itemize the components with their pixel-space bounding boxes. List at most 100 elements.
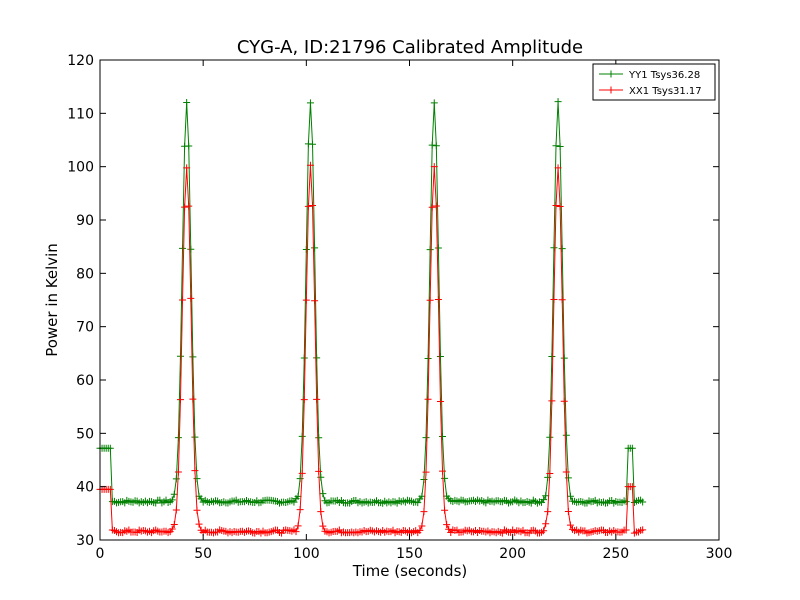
data-point xyxy=(556,203,564,211)
data-point xyxy=(441,474,449,482)
data-point xyxy=(176,396,184,404)
data-point xyxy=(302,245,310,253)
y-tick-label: 50 xyxy=(76,426,94,442)
x-tick-label: 100 xyxy=(293,546,320,562)
legend-box xyxy=(592,63,716,101)
data-point xyxy=(562,468,570,476)
legend: YY1 Tsys36.28 XX1 Tsys31.17 xyxy=(592,63,716,101)
data-point xyxy=(426,296,434,304)
x-tick-label: 0 xyxy=(96,546,105,562)
data-point xyxy=(439,467,447,475)
x-tick-label: 200 xyxy=(499,546,526,562)
data-point xyxy=(315,434,323,442)
data-point xyxy=(172,475,180,483)
y-tick-label: 120 xyxy=(67,53,94,69)
legend-marker-1 xyxy=(607,86,615,94)
x-axis-label: Time (seconds) xyxy=(352,562,468,580)
data-point xyxy=(174,434,182,442)
y-tick-label: 90 xyxy=(76,213,94,229)
data-point xyxy=(176,352,184,360)
data-point xyxy=(179,296,187,304)
data-point xyxy=(548,352,556,360)
data-point xyxy=(622,498,630,506)
data-point xyxy=(546,433,554,441)
data-point xyxy=(302,296,310,304)
data-point xyxy=(428,141,436,149)
data-point xyxy=(414,499,422,507)
data-point xyxy=(187,245,195,253)
data-point xyxy=(441,506,449,514)
tick-labels: 0 50 100 150 200 250 300 30 40 50 60 70 80 90 100 110 12… xyxy=(67,53,732,562)
data-point xyxy=(311,297,319,305)
data-point xyxy=(546,470,554,478)
data-point xyxy=(436,398,444,406)
data-point xyxy=(439,432,447,440)
data-point xyxy=(172,506,180,514)
data-point xyxy=(426,246,434,254)
data-point xyxy=(296,475,304,483)
data-point xyxy=(422,434,430,442)
data-point xyxy=(560,397,568,405)
data-point xyxy=(564,474,572,482)
data-point xyxy=(416,526,424,534)
data-point xyxy=(185,142,193,150)
data-point xyxy=(430,163,438,171)
data-point xyxy=(185,202,193,210)
data-point xyxy=(191,467,199,475)
y-tick-label: 100 xyxy=(67,160,94,176)
x-tick-label: 150 xyxy=(396,546,423,562)
data-point xyxy=(420,476,428,484)
data-point xyxy=(193,475,201,483)
data-point xyxy=(434,244,442,252)
data-point xyxy=(552,142,560,150)
legend-label-0: YY1 Tsys36.28 xyxy=(628,70,700,81)
data-point xyxy=(187,294,195,302)
data-point xyxy=(168,525,176,533)
y-tick-label: 110 xyxy=(67,106,94,122)
data-point xyxy=(418,492,426,500)
data-point xyxy=(436,352,444,360)
chart-title: CYG-A, ID:21796 Calibrated Amplitude xyxy=(237,37,583,58)
legend-label-1: XX1 Tsys31.17 xyxy=(629,86,702,97)
data-point xyxy=(639,526,647,534)
data-point xyxy=(428,203,436,211)
data-point xyxy=(179,244,187,252)
data-point xyxy=(564,508,572,516)
data-point xyxy=(298,432,306,440)
data-point xyxy=(554,164,562,172)
data-point xyxy=(422,468,430,476)
data-point xyxy=(168,496,176,504)
data-point xyxy=(424,395,432,403)
data-point xyxy=(558,245,566,253)
data-point xyxy=(319,490,327,498)
data-point xyxy=(195,520,203,528)
data-point xyxy=(420,508,428,516)
data-point xyxy=(544,508,552,516)
data-point xyxy=(418,522,426,530)
data-point xyxy=(296,506,304,514)
data-point xyxy=(424,354,432,362)
data-point xyxy=(189,353,197,361)
data-point xyxy=(562,431,570,439)
data-point xyxy=(319,522,327,530)
y-tick-label: 80 xyxy=(76,266,94,282)
data-point xyxy=(170,490,178,498)
data-point xyxy=(183,164,191,172)
data-point xyxy=(189,395,197,403)
data-point xyxy=(317,508,325,516)
data-point xyxy=(542,492,550,500)
data-point xyxy=(300,396,308,404)
data-point xyxy=(304,202,312,210)
data-point xyxy=(556,142,564,150)
x-tick-label: 300 xyxy=(706,546,733,562)
data-point xyxy=(106,444,114,452)
data-point xyxy=(317,473,325,481)
data-point xyxy=(183,99,191,107)
data-point xyxy=(554,98,562,106)
data-point xyxy=(560,354,568,362)
data-point xyxy=(622,526,630,534)
data-point xyxy=(566,492,574,500)
data-point xyxy=(540,496,548,504)
data-point xyxy=(309,140,317,148)
